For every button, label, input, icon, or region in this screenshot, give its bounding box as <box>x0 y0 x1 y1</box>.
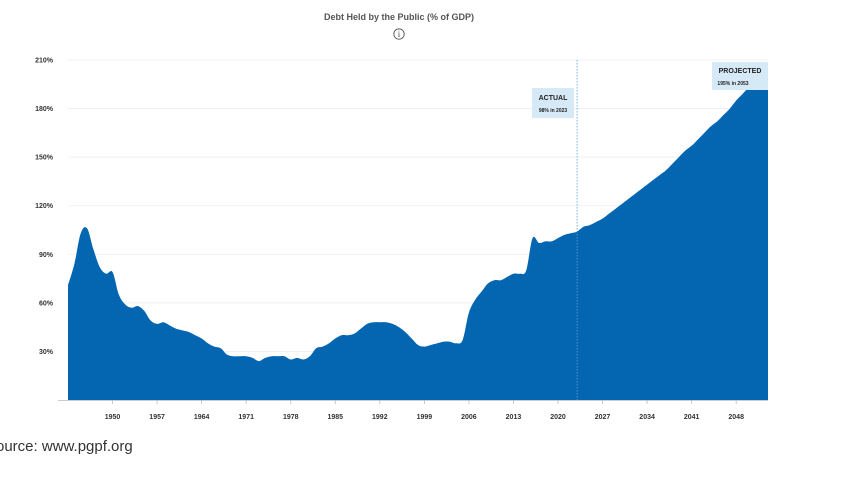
x-tick-label: 2034 <box>639 414 655 421</box>
x-tick-label: 1957 <box>149 414 165 421</box>
x-tick-label: 1950 <box>105 414 121 421</box>
source-caption: ource: www.pgpf.org <box>0 438 133 455</box>
y-tick-label: 120% <box>35 203 54 210</box>
y-tick-label: 150% <box>35 155 54 162</box>
chart-title: Debt Held by the Public (% of GDP) <box>324 12 474 22</box>
x-tick-label: 2027 <box>595 414 611 421</box>
x-tick-label: 1985 <box>327 414 343 421</box>
svg-text:i: i <box>398 29 401 39</box>
actual-value: 98% in 2023 <box>539 108 568 114</box>
y-tick-label: 30% <box>39 349 54 356</box>
x-tick-label: 1999 <box>417 414 433 421</box>
x-tick-label: 1992 <box>372 414 388 421</box>
x-tick-label: 2048 <box>728 414 744 421</box>
info-icon[interactable]: i <box>393 28 405 40</box>
projected-value: 195% in 2053 <box>717 81 748 87</box>
x-tick-label: 2013 <box>506 414 522 421</box>
y-tick-label: 210% <box>35 58 54 65</box>
x-tick-label: 2020 <box>550 414 566 421</box>
debt-area-series <box>68 84 768 400</box>
y-tick-label: 90% <box>39 252 54 259</box>
x-tick-label: 1971 <box>238 414 254 421</box>
projected-label: PROJECTED <box>719 68 762 75</box>
actual-label: ACTUAL <box>539 95 568 102</box>
x-tick-label: 2006 <box>461 414 477 421</box>
actual-annotation: ACTUAL 98% in 2023 <box>532 88 574 118</box>
y-tick-label: 180% <box>35 106 54 113</box>
y-tick-label: 60% <box>39 300 54 307</box>
x-tick-label: 2041 <box>684 414 700 421</box>
x-tick-label: 1964 <box>194 414 210 421</box>
x-tick-label: 1978 <box>283 414 299 421</box>
projected-annotation: PROJECTED 195% in 2053 <box>712 62 768 90</box>
y-axis: 30% 60% 90% 120% 150% 180% 210% <box>35 58 54 356</box>
x-axis: 1950 1957 1964 1971 1978 1985 1992 1999 2006 2013… <box>105 400 744 421</box>
